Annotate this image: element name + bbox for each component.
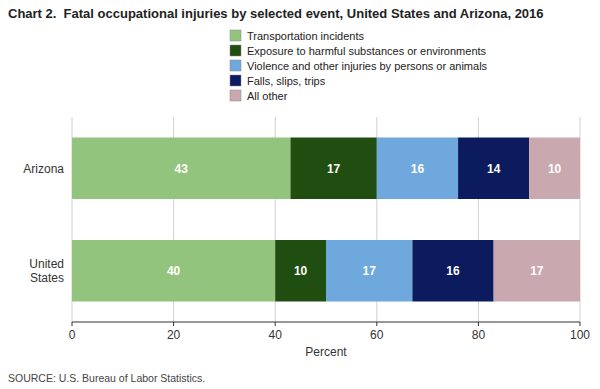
bar [494,240,580,302]
bar [290,138,376,200]
bar [529,138,580,200]
tick-mark [173,322,174,326]
tick-label: 40 [269,328,283,342]
tick-label: 20 [167,328,181,342]
data-label: 43 [175,162,189,176]
tick-label: 0 [69,328,76,342]
data-label: 17 [327,162,341,176]
data-labels: 43 40 17 10 16 17 14 16 10 17 [167,162,562,279]
tick-label: 60 [370,328,384,342]
bar [377,138,458,200]
title: Chart 2. Fatal occupational injuries by … [8,6,544,21]
legend-swatch [230,90,241,101]
source: SOURCE: U.S. Bureau of Labor Statistics. [8,372,205,384]
tick-mark [72,322,73,326]
data-label: 16 [411,162,425,176]
chart: Chart 2. Fatal occupational injuries by … [0,0,600,389]
tick-mark [580,322,581,326]
tick-label: 100 [570,328,590,342]
legend-swatch [230,30,241,41]
legend-label: Exposure to harmful substances or enviro… [247,45,487,57]
legend-swatch [230,60,241,71]
category-label: UnitedStates [29,257,64,285]
bar [326,240,412,302]
tick-label: 80 [472,328,486,342]
background [0,0,600,389]
legend-swatch [230,75,241,86]
data-label: 10 [548,162,562,176]
category-label: Arizona [23,162,64,176]
x-axis-label: Percent [305,345,347,359]
legend-label: Transportation incidents [247,30,364,42]
legend-label: Falls, slips, trips [247,75,326,87]
legend-swatch [230,45,241,56]
legend: Transportation incidents Exposure to harm… [230,30,488,102]
bar [412,240,493,302]
bar [72,138,290,200]
bar [72,240,275,302]
data-label: 17 [530,264,544,278]
grid [72,117,580,322]
bars [72,138,580,302]
data-label: 10 [294,264,308,278]
data-label: 16 [446,264,460,278]
tick-mark [376,322,377,326]
tick-mark [478,322,479,326]
legend-label: All other [247,90,288,102]
bar [275,240,326,302]
data-label: 17 [363,264,377,278]
data-label: 14 [487,162,501,176]
tick-mark [275,322,276,326]
x-axis-line [72,322,580,323]
legend-label: Violence and other injuries by persons o… [247,60,488,72]
bar [458,138,529,200]
data-label: 40 [167,264,181,278]
